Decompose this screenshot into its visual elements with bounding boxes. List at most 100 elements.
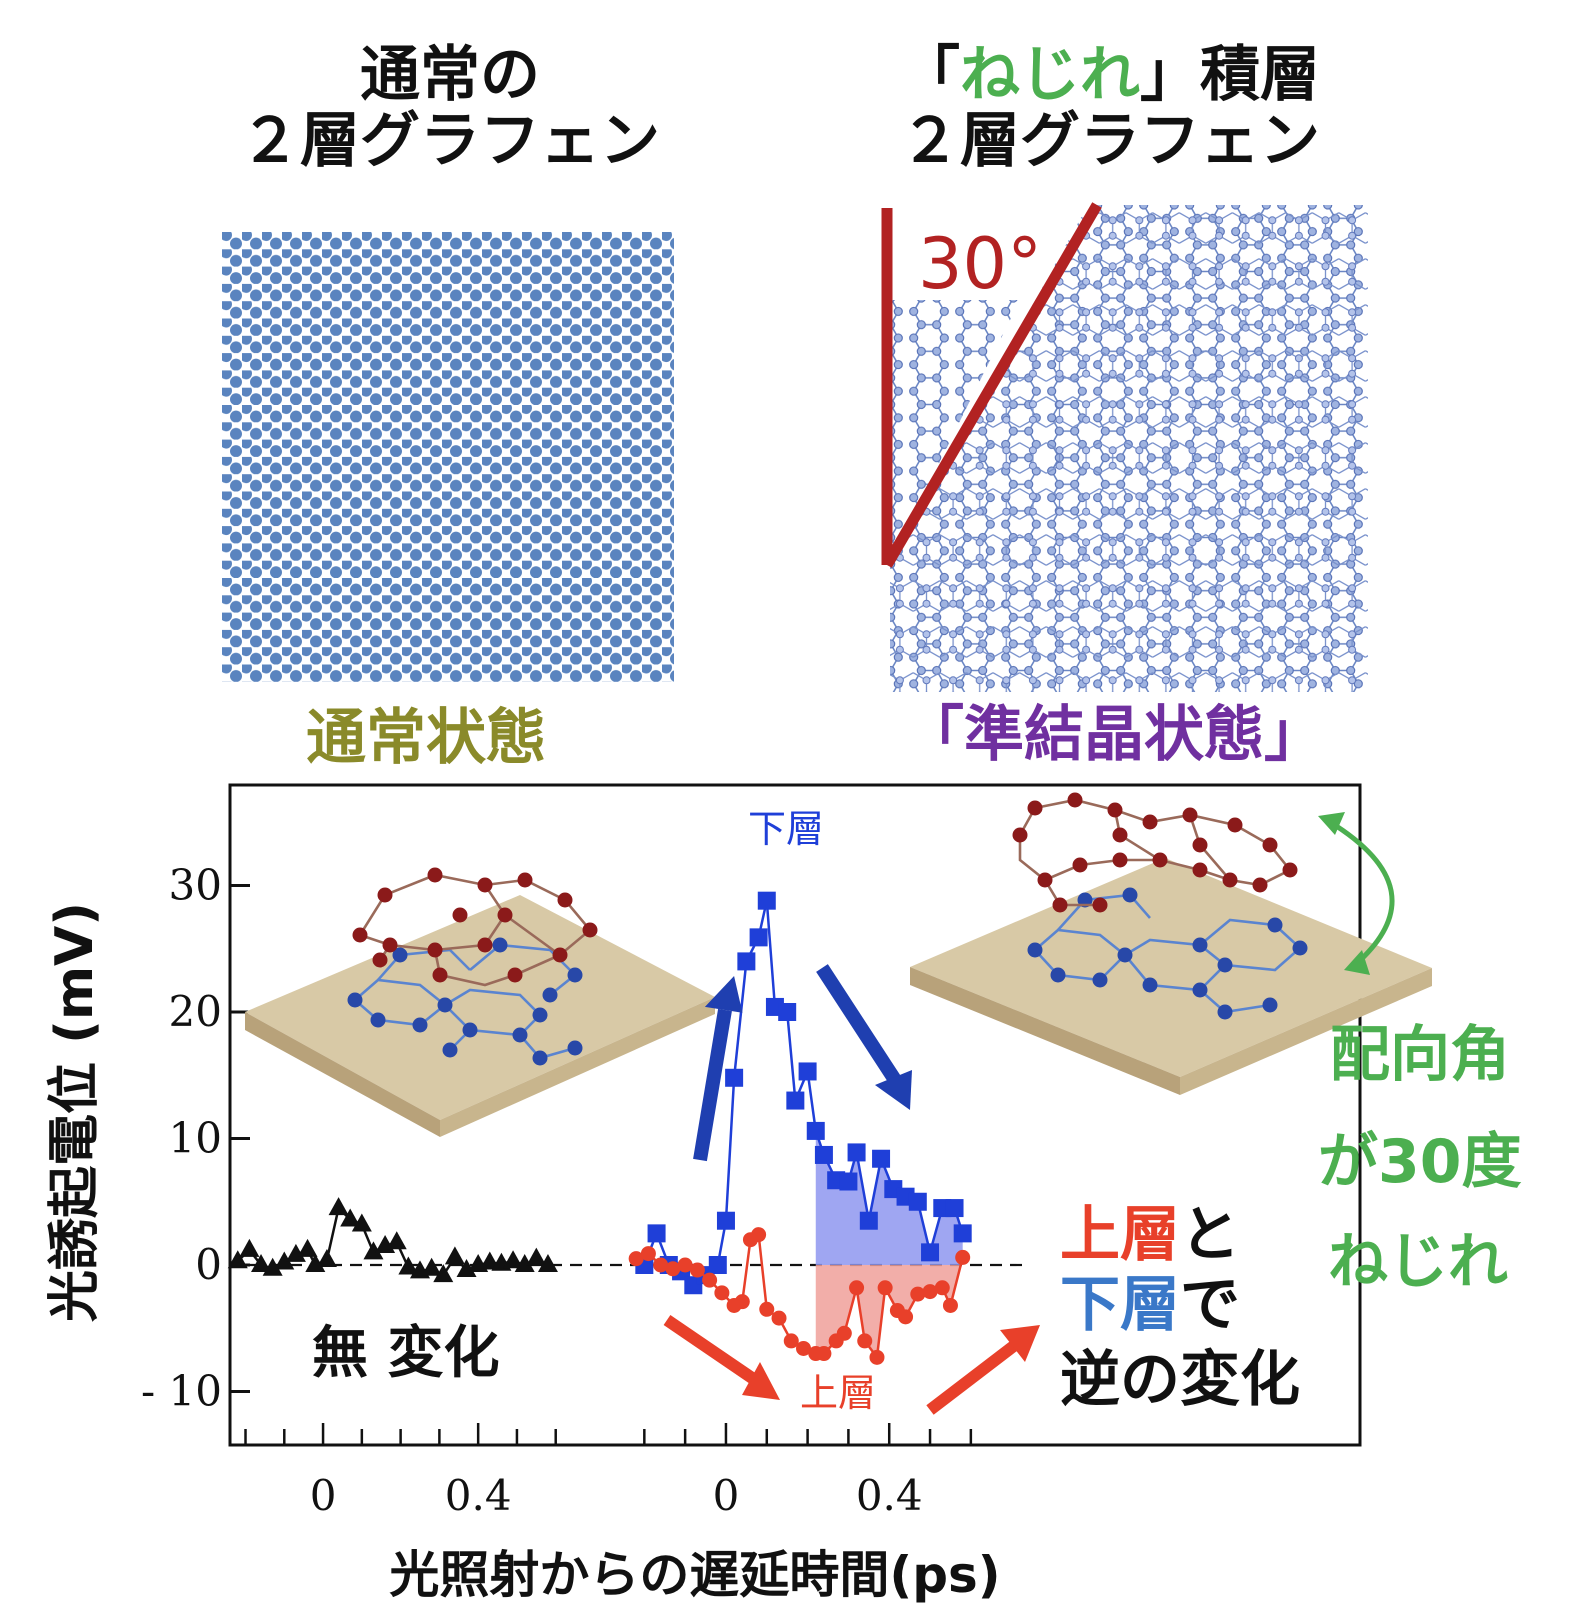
angle-indicator bbox=[881, 202, 1102, 568]
twist-angle-line2: が30度 bbox=[1318, 1127, 1522, 1197]
header-twisted: 「ねじれ」積層 ２層グラフェン bbox=[860, 42, 1360, 174]
substrate-left-illustration bbox=[245, 867, 715, 1137]
upper-layer-point bbox=[955, 1249, 971, 1265]
y-axis-label: 光誘起電位 (mV) bbox=[45, 902, 105, 1322]
quasicrystal-state-label: 「準結晶状態」 bbox=[904, 700, 1324, 770]
lower-layer-point bbox=[725, 1068, 744, 1087]
upper-layer-label: 上層 bbox=[800, 1371, 876, 1415]
series-group bbox=[227, 891, 972, 1365]
reverse-lower: 下層 bbox=[1060, 1270, 1180, 1340]
y-tick-label: 10 bbox=[169, 1114, 222, 1163]
normal-point bbox=[305, 1254, 326, 1272]
lower-layer-point bbox=[647, 1224, 666, 1243]
lower-layer-point bbox=[749, 928, 768, 947]
y-tick-label: 20 bbox=[169, 987, 222, 1036]
lower-layer-point bbox=[757, 891, 776, 910]
upper-layer-point bbox=[849, 1280, 865, 1296]
normal-point bbox=[274, 1251, 295, 1270]
lower-layer-point bbox=[737, 952, 756, 971]
lower-layer-point bbox=[953, 1224, 972, 1243]
normal-point bbox=[262, 1257, 283, 1276]
lower-layer-point bbox=[708, 1256, 727, 1274]
reverse-change-line1: 上層と bbox=[1060, 1200, 1240, 1270]
normal-point bbox=[285, 1243, 306, 1262]
upper-layer-point bbox=[640, 1246, 656, 1262]
y-tick-label: 30 bbox=[169, 861, 222, 910]
upper-layer-point bbox=[942, 1297, 958, 1313]
upper-layer-point bbox=[751, 1227, 767, 1243]
lower-layer-point bbox=[778, 1003, 797, 1021]
normal-point bbox=[503, 1250, 524, 1269]
upper-layer-point bbox=[816, 1346, 832, 1362]
reverse-and: と bbox=[1180, 1200, 1240, 1270]
upper-layer-point bbox=[665, 1261, 681, 1277]
x-tick-label: 0.4 bbox=[856, 1471, 923, 1520]
axes: 30 20 10 0 - 10 0 0.4 0 0.4 bbox=[141, 861, 973, 1520]
upper-layer-point bbox=[836, 1325, 852, 1341]
normal-point bbox=[514, 1254, 535, 1272]
reverse-de: で bbox=[1180, 1270, 1240, 1340]
upper-layer-point bbox=[877, 1280, 893, 1296]
lower-layer-point bbox=[839, 1172, 858, 1191]
lower-layer-point bbox=[859, 1211, 878, 1230]
lower-layer-point bbox=[847, 1143, 866, 1162]
upper-layer-point bbox=[677, 1257, 693, 1273]
normal-point bbox=[421, 1257, 442, 1276]
upper-layer-point bbox=[759, 1301, 775, 1317]
upper-layer-point bbox=[910, 1286, 926, 1302]
y-tick-label: 0 bbox=[195, 1240, 222, 1289]
reverse-change-line2: 下層で bbox=[1060, 1270, 1240, 1340]
lower-layer-point bbox=[716, 1211, 735, 1230]
upper-layer-point bbox=[934, 1280, 950, 1296]
substrate-right-illustration bbox=[910, 792, 1432, 1095]
lower-layer-point bbox=[806, 1121, 825, 1140]
normal-point bbox=[386, 1231, 407, 1250]
twist-angle-line3: ねじれ bbox=[1328, 1227, 1508, 1297]
lower-layer-point bbox=[786, 1091, 805, 1110]
angle-label: 30° bbox=[918, 223, 1042, 305]
reverse-upper: 上層 bbox=[1060, 1200, 1180, 1270]
twist-word: ねじれ bbox=[960, 40, 1140, 110]
normal-point bbox=[444, 1246, 465, 1265]
normal-point bbox=[297, 1238, 318, 1257]
normal-point bbox=[363, 1241, 384, 1260]
upper-layer-point bbox=[796, 1340, 812, 1356]
x-tick-label: 0 bbox=[310, 1471, 337, 1520]
lower-layer-point bbox=[921, 1243, 940, 1262]
normal-point bbox=[456, 1259, 477, 1278]
header-normal-line2: ２層グラフェン bbox=[240, 106, 660, 176]
reverse-change-line3: 逆の変化 bbox=[1060, 1345, 1300, 1415]
upper-layer-point bbox=[898, 1309, 914, 1325]
normal-point bbox=[328, 1197, 349, 1216]
upper-layer-point bbox=[714, 1285, 730, 1301]
upper-layer-point bbox=[734, 1294, 750, 1310]
bracket-open: 「 bbox=[900, 40, 960, 110]
header-twisted-line1: 「ねじれ」積層 bbox=[860, 42, 1360, 108]
plot-frame bbox=[228, 783, 1362, 1447]
upper-layer-point bbox=[869, 1349, 885, 1365]
x-tick-label: 0 bbox=[713, 1471, 740, 1520]
upper-layer-point bbox=[857, 1333, 873, 1349]
normal-point bbox=[227, 1250, 248, 1269]
upper-layer-point bbox=[771, 1310, 787, 1326]
normal-point bbox=[251, 1254, 272, 1272]
bracket-close-stacked: 」積層 bbox=[1140, 40, 1320, 110]
y-tick-label: - 10 bbox=[141, 1367, 222, 1416]
normal-point bbox=[433, 1264, 454, 1283]
upper-layer-point bbox=[922, 1284, 938, 1300]
normal-point bbox=[537, 1254, 558, 1272]
lower-layer-label: 下層 bbox=[748, 807, 824, 851]
lower-layer-point bbox=[872, 1149, 891, 1168]
normal-point bbox=[398, 1256, 419, 1275]
normal-point bbox=[239, 1238, 260, 1257]
normal-point bbox=[340, 1208, 361, 1227]
x-tick-label: 0.4 bbox=[445, 1471, 512, 1520]
header-twisted-line2: ２層グラフェン bbox=[900, 106, 1320, 176]
twist-arrow bbox=[1328, 819, 1395, 967]
upper-layer-point bbox=[653, 1257, 669, 1273]
no-change-label: 無 変化 bbox=[312, 1321, 500, 1386]
upper-layer-point bbox=[628, 1251, 644, 1267]
lower-layer-point bbox=[908, 1192, 927, 1211]
